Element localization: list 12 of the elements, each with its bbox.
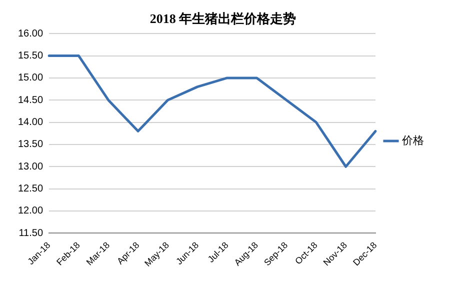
y-tick-label: 13.50 — [18, 139, 44, 150]
y-tick-label: 14.00 — [18, 117, 44, 128]
y-tick-label: 12.00 — [18, 206, 44, 217]
chart-title: 2018 年生猪出栏价格走势 — [150, 11, 296, 26]
y-tick-label: 13.00 — [18, 161, 44, 172]
y-tick-label: 15.50 — [18, 50, 44, 62]
y-tick-label: 15.00 — [18, 72, 44, 84]
y-tick-label: 12.50 — [18, 184, 44, 195]
legend-label: 价格 — [401, 134, 424, 147]
y-tick-label: 14.50 — [18, 94, 44, 106]
y-tick-label: 16.00 — [18, 28, 44, 40]
y-tick-label: 11.50 — [18, 228, 44, 239]
